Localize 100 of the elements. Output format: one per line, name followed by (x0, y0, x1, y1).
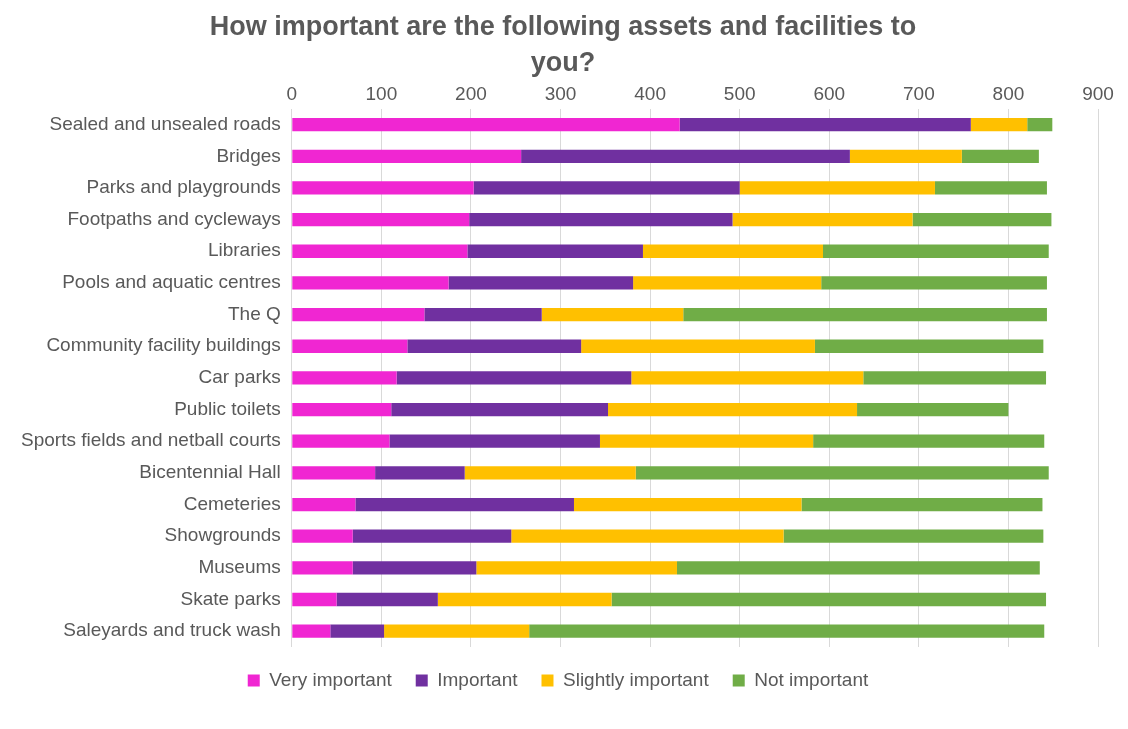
chart-title: How important are the following assets and facilities to you? (208, 10, 918, 79)
bar (934, 181, 1047, 195)
bar (336, 592, 438, 607)
bar (396, 371, 632, 385)
bar (863, 371, 1047, 385)
bar (1027, 117, 1053, 132)
bar (292, 149, 522, 163)
bar (783, 529, 1044, 543)
bar (732, 212, 913, 227)
x-tick-label: 400 (634, 82, 666, 104)
bar (541, 307, 684, 322)
bar (813, 434, 1045, 448)
y-tick-label: Museums (198, 556, 281, 578)
bar (407, 339, 582, 353)
bar (529, 624, 1045, 638)
bar (352, 529, 512, 543)
bar (469, 212, 733, 227)
bar (292, 497, 356, 512)
bar (676, 561, 1040, 575)
bar (292, 529, 353, 543)
bar (473, 181, 740, 195)
bar (801, 497, 1043, 512)
bar (292, 181, 474, 195)
x-tick-label: 900 (1082, 82, 1114, 104)
x-tick-label: 800 (992, 82, 1025, 104)
y-tick-label: Sports fields and netball courts (21, 429, 281, 451)
bar (849, 149, 962, 163)
x-tick-label: 600 (813, 82, 846, 104)
bar (467, 244, 643, 258)
bar (821, 276, 1047, 290)
bar (292, 371, 397, 385)
bar (511, 529, 784, 543)
bar (581, 339, 815, 353)
y-tick-label: Public toilets (174, 397, 281, 419)
bar (631, 371, 864, 385)
bar (635, 466, 1049, 480)
bar (424, 307, 542, 322)
y-tick-label: Car parks (198, 366, 281, 388)
bar (292, 117, 680, 132)
y-tick-label: Parks and playgrounds (86, 176, 281, 198)
bar (292, 592, 337, 607)
bar (857, 402, 1009, 417)
y-tick-label: Community facility buildings (46, 334, 281, 356)
bar (389, 434, 600, 448)
bar (352, 561, 477, 575)
x-tick-label: 200 (455, 82, 487, 104)
bar (292, 212, 470, 227)
bar (823, 244, 1049, 258)
y-tick-label: Cemeteries (183, 492, 281, 514)
y-tick-label: Skate parks (180, 587, 281, 609)
bar (448, 276, 634, 290)
legend-label: Not important (754, 668, 869, 690)
y-tick-label: Libraries (207, 239, 281, 261)
bar (391, 402, 609, 417)
bar (961, 149, 1039, 163)
x-tick-label: 300 (544, 82, 577, 104)
x-tick-label: 500 (723, 82, 756, 104)
bar (814, 339, 1044, 353)
bar (599, 434, 814, 448)
bar (633, 276, 822, 290)
legend-label: Slightly important (562, 668, 710, 690)
bar (375, 466, 465, 480)
bar (330, 624, 385, 638)
legend-label: Very important (269, 668, 393, 690)
bar (292, 561, 353, 575)
bar (292, 339, 408, 353)
bar (739, 181, 935, 195)
bar (608, 402, 858, 417)
bar (292, 402, 392, 417)
y-tick-label: Sealed and unsealed roads (49, 112, 281, 134)
y-tick-label: Footpaths and cycleways (67, 207, 281, 229)
bar (573, 497, 802, 512)
bar (292, 307, 425, 322)
bar (292, 244, 468, 258)
bar (611, 592, 1047, 607)
bar (642, 244, 823, 258)
bar (521, 149, 850, 163)
y-tick-label: Showgrounds (164, 524, 281, 546)
legend-label: Important (437, 668, 519, 690)
y-tick-label: Pools and aquatic centres (62, 271, 281, 293)
bar (292, 276, 449, 290)
x-tick-label: 100 (365, 82, 398, 104)
bar (679, 117, 971, 132)
y-tick-label: Bicentennial Hall (139, 461, 281, 483)
y-tick-label: Bridges (216, 144, 281, 166)
bar (292, 434, 390, 448)
bar (292, 624, 331, 638)
bar (437, 592, 612, 607)
bar (464, 466, 636, 480)
y-tick-label: The Q (228, 302, 281, 324)
y-tick-label: Saleyards and truck wash (63, 619, 281, 641)
bar (384, 624, 530, 638)
bar (912, 212, 1052, 227)
bar (292, 466, 376, 480)
bar (970, 117, 1028, 132)
bar (355, 497, 574, 512)
bar (476, 561, 677, 575)
x-tick-label: 700 (903, 82, 935, 104)
x-tick-label: 0 (286, 82, 298, 104)
bar (683, 307, 1047, 322)
